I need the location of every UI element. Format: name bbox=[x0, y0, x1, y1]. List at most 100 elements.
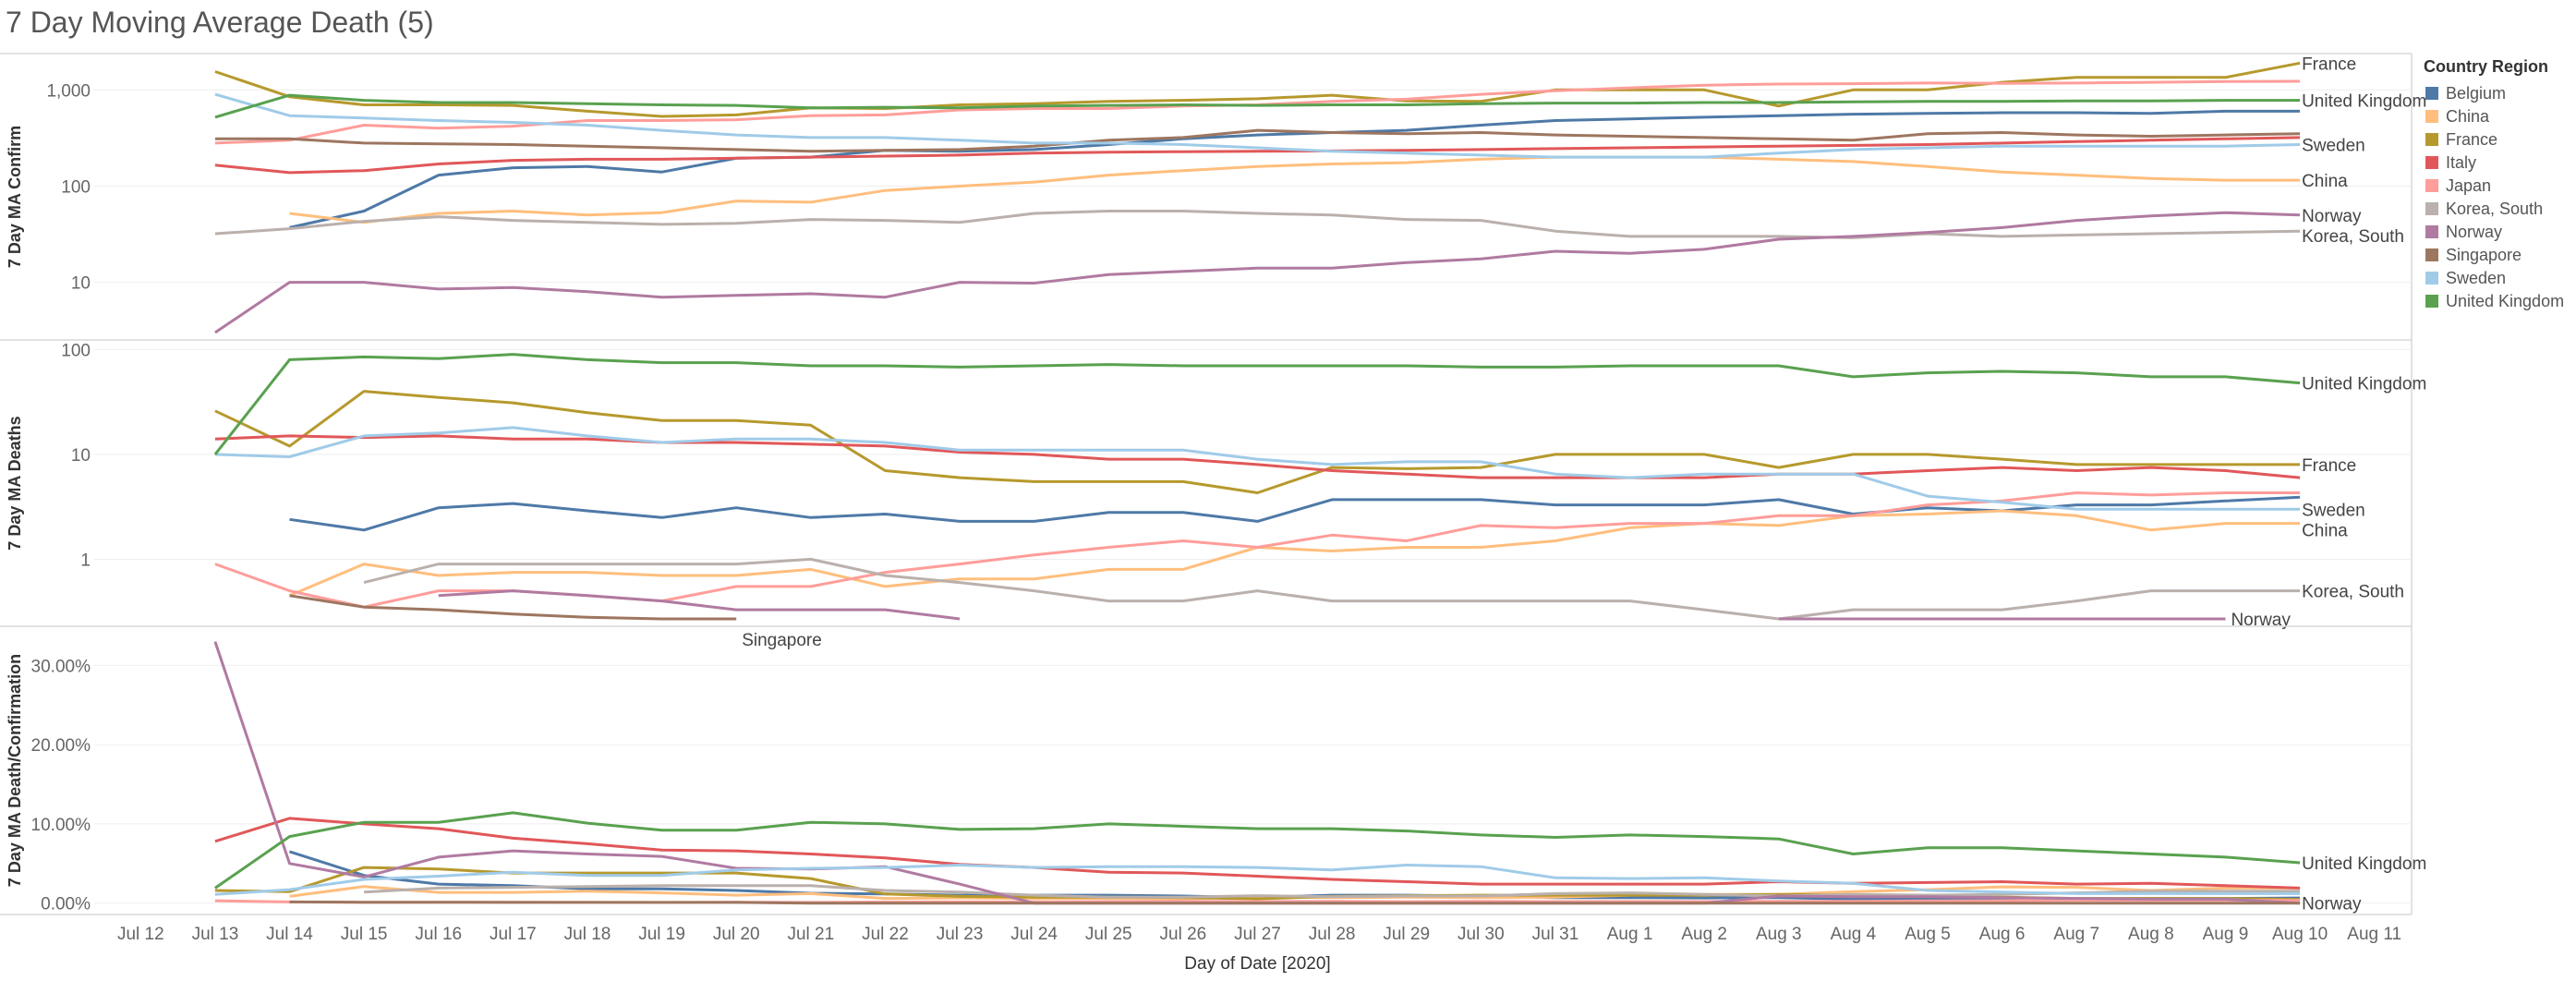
series-line-united-kingdom bbox=[214, 811, 2301, 890]
y-tick-label: 1 bbox=[80, 551, 91, 570]
x-tick-label: Jul 16 bbox=[415, 925, 462, 944]
x-tick-label: Jul 25 bbox=[1085, 925, 1132, 944]
legend-swatch bbox=[2425, 87, 2438, 100]
x-tick-label: Aug 4 bbox=[1831, 925, 1877, 944]
x-tick-label: Aug 6 bbox=[1979, 925, 2026, 944]
end-label-norway: Norway bbox=[2302, 895, 2362, 914]
x-tick-label: Jul 31 bbox=[1532, 925, 1579, 944]
series-line-sweden bbox=[214, 92, 2301, 159]
end-label-korea-south: Korea, South bbox=[2302, 227, 2404, 247]
series-line-norway bbox=[438, 589, 961, 621]
x-tick-label: Jul 29 bbox=[1383, 925, 1430, 944]
series-line-korea-south bbox=[364, 884, 2301, 899]
x-tick-label: Jul 13 bbox=[192, 925, 239, 944]
end-label-norway: Norway bbox=[2231, 611, 2291, 630]
y-axis-title: 7 Day MA Deaths bbox=[6, 416, 24, 550]
x-tick-label: Aug 1 bbox=[1607, 925, 1653, 944]
y-tick-label: 10 bbox=[71, 446, 91, 466]
x-tick-label: Jul 23 bbox=[937, 925, 984, 944]
series-line-korea-south bbox=[363, 557, 2301, 621]
y-axis-title: 7 Day MA Death/Confirmation bbox=[6, 654, 24, 887]
series-line-china bbox=[288, 509, 2301, 598]
end-label-france: France bbox=[2302, 456, 2356, 476]
y-tick-label: 30.00% bbox=[31, 657, 91, 676]
legend-swatch bbox=[2425, 225, 2438, 238]
x-tick-label: Jul 24 bbox=[1010, 925, 1058, 944]
legend-item-sweden: Sweden bbox=[2446, 269, 2506, 287]
x-tick-label: Aug 3 bbox=[1756, 925, 1802, 944]
x-tick-label: Aug 5 bbox=[1905, 925, 1951, 944]
legend: Country Region Belgium China France Italy Jap… bbox=[2424, 57, 2564, 310]
x-tick-label: Jul 20 bbox=[713, 925, 760, 944]
series-line-norway bbox=[214, 211, 2301, 334]
x-tick-label: Jul 18 bbox=[564, 925, 611, 944]
x-tick-label: Aug 9 bbox=[2203, 925, 2249, 944]
y-axis-title: 7 Day MA Confirm bbox=[6, 126, 24, 268]
series-line-singapore bbox=[214, 128, 2301, 153]
legend-swatch bbox=[2425, 110, 2438, 123]
end-label-china: China bbox=[2302, 521, 2348, 540]
y-tick-label: 10.00% bbox=[31, 816, 91, 835]
end-label-norway: Norway bbox=[2302, 207, 2362, 226]
end-label-korea-south: Korea, South bbox=[2302, 583, 2404, 602]
x-tick-label: Aug 11 bbox=[2347, 925, 2401, 944]
y-tick-label: 10 bbox=[71, 274, 91, 294]
y-tick-label: 1,000 bbox=[46, 81, 91, 101]
legend-swatch bbox=[2425, 202, 2438, 215]
legend-swatch bbox=[2425, 248, 2438, 261]
series-line-sweden bbox=[214, 426, 2301, 511]
legend-swatch bbox=[2425, 179, 2438, 192]
series-line-italy bbox=[214, 434, 2301, 479]
legend-item-singapore: Singapore bbox=[2446, 246, 2522, 264]
x-tick-label: Aug 7 bbox=[2053, 925, 2099, 944]
series-line-france bbox=[214, 390, 2301, 494]
series-line-united-kingdom bbox=[213, 353, 2301, 455]
panel-7-day-ma-deaths: 1 10 100 7 Day MA Deaths United Kingdom Franc… bbox=[0, 339, 2426, 650]
legend-item-france: France bbox=[2446, 130, 2497, 149]
series-line-sweden bbox=[214, 864, 2301, 896]
x-tick-label: Jul 14 bbox=[266, 925, 313, 944]
legend-swatch bbox=[2425, 156, 2438, 169]
legend-item-japan: Japan bbox=[2446, 176, 2491, 195]
legend-item-united-kingdom: United Kingdom bbox=[2446, 292, 2564, 310]
x-tick-label: Jul 21 bbox=[787, 925, 834, 944]
series-line-italy bbox=[214, 136, 2301, 175]
end-label-france: France bbox=[2302, 54, 2356, 74]
legend-item-belgium: Belgium bbox=[2446, 84, 2506, 103]
x-tick-label: Jul 19 bbox=[638, 925, 685, 944]
y-tick-label: 20.00% bbox=[31, 736, 91, 756]
series-line-belgium bbox=[289, 109, 2301, 229]
x-tick-label: Jul 15 bbox=[341, 925, 388, 944]
y-tick-label: 100 bbox=[61, 341, 91, 360]
legend-item-italy: Italy bbox=[2446, 153, 2476, 172]
y-tick-label: 100 bbox=[61, 177, 91, 197]
x-tick-label: Jul 17 bbox=[490, 925, 537, 944]
end-label-singapore: Singapore bbox=[742, 631, 822, 650]
end-label-sweden: Sweden bbox=[2302, 501, 2365, 520]
series-line-norway bbox=[213, 641, 2301, 905]
end-label-sweden: Sweden bbox=[2302, 137, 2365, 156]
series-line-belgium bbox=[289, 495, 2301, 532]
x-tick-label: Aug 10 bbox=[2272, 925, 2328, 944]
x-tick-label: Jul 26 bbox=[1160, 925, 1207, 944]
legend-item-norway: Norway bbox=[2446, 223, 2502, 241]
x-tick-label: Jul 28 bbox=[1309, 925, 1356, 944]
legend-swatch bbox=[2425, 295, 2438, 308]
legend-swatch bbox=[2425, 272, 2438, 285]
legend-swatch bbox=[2425, 133, 2438, 146]
panel-7-day-ma-confirm: 10 100 1,000 7 Day MA Confirm France United K… bbox=[6, 54, 2426, 334]
legend-item-korea-south: Korea, South bbox=[2446, 200, 2543, 218]
page-title: 7 Day Moving Average Death (5) bbox=[6, 6, 434, 39]
end-label-united-kingdom: United Kingdom bbox=[2302, 92, 2426, 112]
x-axis-title: Day of Date [2020] bbox=[1184, 954, 1330, 974]
legend-item-china: China bbox=[2446, 107, 2490, 126]
series-line-france bbox=[214, 61, 2301, 118]
series-line-korea-south bbox=[214, 210, 2301, 239]
series-line-china bbox=[289, 155, 2301, 224]
x-tick-label: Jul 22 bbox=[862, 925, 909, 944]
end-label-united-kingdom: United Kingdom bbox=[2302, 854, 2426, 874]
y-tick-label: 0.00% bbox=[41, 895, 91, 914]
end-label-united-kingdom: United Kingdom bbox=[2302, 375, 2426, 394]
end-label-china: China bbox=[2302, 172, 2348, 191]
x-tick-label: Aug 2 bbox=[1681, 925, 1727, 944]
